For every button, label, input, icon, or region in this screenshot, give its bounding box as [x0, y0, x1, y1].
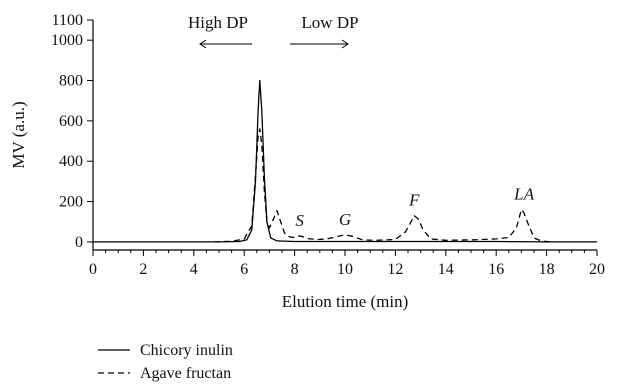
y-tick-label: 1100: [52, 12, 83, 29]
x-tick-label: 8: [291, 261, 299, 278]
x-axis-title: Elution time (min): [282, 292, 409, 311]
y-tick-label: 200: [59, 194, 83, 211]
legend: Chicory inulin Agave fructan: [98, 342, 233, 382]
x-tick-label: 20: [589, 261, 605, 278]
peak-label-l: L: [513, 185, 523, 204]
legend-label-agave-fructan: Agave fructan: [140, 365, 231, 382]
x-tick-label: 16: [488, 261, 504, 278]
peak-label-g: G: [339, 210, 351, 229]
x-tick-label: 14: [438, 261, 454, 278]
x-tick-label: 2: [139, 261, 147, 278]
y-tick-label: 1000: [51, 32, 83, 49]
y-tick-label: 800: [59, 73, 83, 90]
low-dp-arrowhead: [341, 39, 349, 49]
peak-label-a: A: [523, 185, 535, 204]
y-axis-title: MV (a.u.): [9, 101, 28, 168]
legend-label-chicory-inulin: Chicory inulin: [140, 342, 233, 359]
series-line-agave-fructan: [213, 128, 552, 243]
low-dp-label: Low DP: [301, 13, 358, 32]
y-tick-label: 600: [59, 113, 83, 130]
x-tick-label: 6: [240, 261, 248, 278]
y-tick-label: 0: [75, 234, 83, 251]
y-tick-label: 400: [59, 153, 83, 170]
y-ticks: 0 200 400 600 800 1000 1100: [51, 12, 93, 251]
x-tick-label: 10: [337, 261, 353, 278]
x-tick-label: 4: [190, 261, 198, 278]
high-dp-arrowhead: [199, 39, 207, 49]
x-tick-label: 0: [89, 261, 97, 278]
x-tick-label: 18: [539, 261, 555, 278]
x-tick-label: 12: [387, 261, 403, 278]
series-layer: [93, 79, 597, 243]
high-dp-label: High DP: [188, 13, 248, 32]
peak-label-f: F: [408, 191, 420, 210]
dp-annotation: High DP Low DP: [188, 13, 359, 49]
peak-label-s: S: [295, 211, 304, 230]
x-ticks: 0 2 4 6 8 10 12 14 16 18 20: [89, 250, 605, 278]
peak-labels: S G F L A: [295, 185, 534, 230]
